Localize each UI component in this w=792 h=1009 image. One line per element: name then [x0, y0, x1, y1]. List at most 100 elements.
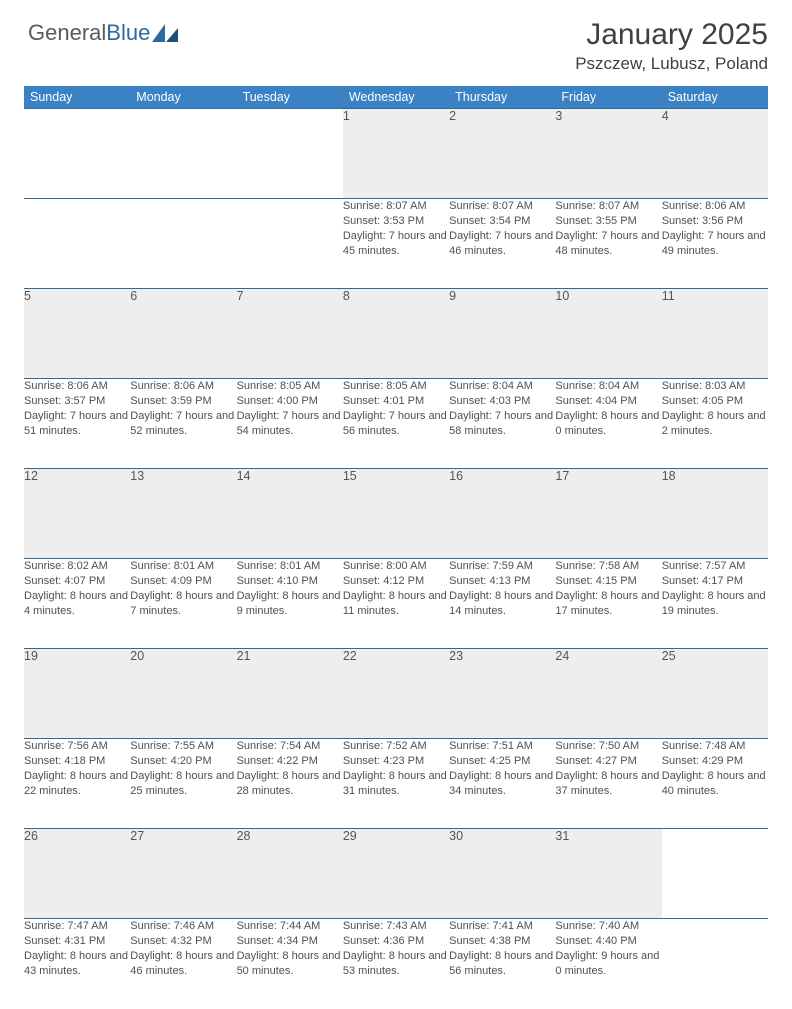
daylight-text: Daylight: 8 hours and 31 minutes. — [343, 769, 449, 799]
day-number-cell — [24, 109, 130, 199]
day-content-cell: Sunrise: 7:40 AMSunset: 4:40 PMDaylight:… — [555, 919, 661, 1009]
day-content-cell: Sunrise: 7:43 AMSunset: 4:36 PMDaylight:… — [343, 919, 449, 1009]
sunrise-text: Sunrise: 8:04 AM — [449, 379, 555, 394]
day-number-cell: 16 — [449, 469, 555, 559]
sunset-text: Sunset: 4:36 PM — [343, 934, 449, 949]
sunset-text: Sunset: 3:55 PM — [555, 214, 661, 229]
day-content-cell: Sunrise: 7:47 AMSunset: 4:31 PMDaylight:… — [24, 919, 130, 1009]
daylight-text: Daylight: 8 hours and 53 minutes. — [343, 949, 449, 979]
daylight-text: Daylight: 8 hours and 28 minutes. — [237, 769, 343, 799]
sunset-text: Sunset: 4:07 PM — [24, 574, 130, 589]
sunrise-text: Sunrise: 7:48 AM — [662, 739, 768, 754]
sunset-text: Sunset: 4:01 PM — [343, 394, 449, 409]
day-content-cell: Sunrise: 8:04 AMSunset: 4:04 PMDaylight:… — [555, 379, 661, 469]
daylight-text: Daylight: 8 hours and 14 minutes. — [449, 589, 555, 619]
day-number-cell: 2 — [449, 109, 555, 199]
sunrise-text: Sunrise: 7:56 AM — [24, 739, 130, 754]
sunrise-text: Sunrise: 8:02 AM — [24, 559, 130, 574]
day-number-cell: 10 — [555, 289, 661, 379]
week-daynum-row: 262728293031 — [24, 829, 768, 919]
sunrise-text: Sunrise: 8:04 AM — [555, 379, 661, 394]
sunrise-text: Sunrise: 8:07 AM — [449, 199, 555, 214]
week-daynum-row: 12131415161718 — [24, 469, 768, 559]
day-content-cell: Sunrise: 8:04 AMSunset: 4:03 PMDaylight:… — [449, 379, 555, 469]
daylight-text: Daylight: 7 hours and 58 minutes. — [449, 409, 555, 439]
brand-text-blue: Blue — [106, 20, 150, 46]
day-of-week-header-row: SundayMondayTuesdayWednesdayThursdayFrid… — [24, 86, 768, 109]
daylight-text: Daylight: 8 hours and 40 minutes. — [662, 769, 768, 799]
day-content-cell: Sunrise: 7:54 AMSunset: 4:22 PMDaylight:… — [237, 739, 343, 829]
day-number-cell: 13 — [130, 469, 236, 559]
day-of-week-header: Friday — [555, 86, 661, 109]
day-of-week-header: Tuesday — [237, 86, 343, 109]
sunrise-text: Sunrise: 8:00 AM — [343, 559, 449, 574]
sunset-text: Sunset: 4:27 PM — [555, 754, 661, 769]
day-number-cell: 28 — [237, 829, 343, 919]
calendar-body: 1234Sunrise: 8:07 AMSunset: 3:53 PMDayli… — [24, 109, 768, 1009]
sunset-text: Sunset: 3:54 PM — [449, 214, 555, 229]
day-content-cell: Sunrise: 7:55 AMSunset: 4:20 PMDaylight:… — [130, 739, 236, 829]
day-content-cell: Sunrise: 7:46 AMSunset: 4:32 PMDaylight:… — [130, 919, 236, 1009]
sunrise-text: Sunrise: 7:50 AM — [555, 739, 661, 754]
day-content-cell: Sunrise: 7:50 AMSunset: 4:27 PMDaylight:… — [555, 739, 661, 829]
week-content-row: Sunrise: 7:47 AMSunset: 4:31 PMDaylight:… — [24, 919, 768, 1009]
sunrise-text: Sunrise: 8:01 AM — [237, 559, 343, 574]
day-number-cell: 18 — [662, 469, 768, 559]
daylight-text: Daylight: 7 hours and 54 minutes. — [237, 409, 343, 439]
daylight-text: Daylight: 7 hours and 52 minutes. — [130, 409, 236, 439]
day-number-cell: 24 — [555, 649, 661, 739]
daylight-text: Daylight: 8 hours and 11 minutes. — [343, 589, 449, 619]
daylight-text: Daylight: 7 hours and 56 minutes. — [343, 409, 449, 439]
daylight-text: Daylight: 8 hours and 37 minutes. — [555, 769, 661, 799]
day-content-cell — [130, 199, 236, 289]
week-content-row: Sunrise: 8:06 AMSunset: 3:57 PMDaylight:… — [24, 379, 768, 469]
day-content-cell: Sunrise: 7:41 AMSunset: 4:38 PMDaylight:… — [449, 919, 555, 1009]
day-number-cell: 31 — [555, 829, 661, 919]
sunset-text: Sunset: 4:18 PM — [24, 754, 130, 769]
sunset-text: Sunset: 4:05 PM — [662, 394, 768, 409]
day-content-cell: Sunrise: 7:57 AMSunset: 4:17 PMDaylight:… — [662, 559, 768, 649]
day-number-cell — [237, 109, 343, 199]
sunset-text: Sunset: 4:13 PM — [449, 574, 555, 589]
day-number-cell: 5 — [24, 289, 130, 379]
sunset-text: Sunset: 4:00 PM — [237, 394, 343, 409]
sunrise-text: Sunrise: 7:51 AM — [449, 739, 555, 754]
day-number-cell: 3 — [555, 109, 661, 199]
daylight-text: Daylight: 8 hours and 19 minutes. — [662, 589, 768, 619]
day-content-cell: Sunrise: 7:51 AMSunset: 4:25 PMDaylight:… — [449, 739, 555, 829]
daylight-text: Daylight: 8 hours and 46 minutes. — [130, 949, 236, 979]
week-daynum-row: 19202122232425 — [24, 649, 768, 739]
day-of-week-header: Wednesday — [343, 86, 449, 109]
day-content-cell: Sunrise: 8:06 AMSunset: 3:59 PMDaylight:… — [130, 379, 236, 469]
day-number-cell: 9 — [449, 289, 555, 379]
day-content-cell: Sunrise: 7:59 AMSunset: 4:13 PMDaylight:… — [449, 559, 555, 649]
day-number-cell: 29 — [343, 829, 449, 919]
sunset-text: Sunset: 4:15 PM — [555, 574, 661, 589]
day-number-cell: 21 — [237, 649, 343, 739]
day-content-cell: Sunrise: 8:07 AMSunset: 3:53 PMDaylight:… — [343, 199, 449, 289]
sunset-text: Sunset: 4:38 PM — [449, 934, 555, 949]
day-number-cell: 12 — [24, 469, 130, 559]
day-number-cell: 11 — [662, 289, 768, 379]
sunrise-text: Sunrise: 7:57 AM — [662, 559, 768, 574]
week-content-row: Sunrise: 8:02 AMSunset: 4:07 PM Daylight:… — [24, 559, 768, 649]
day-content-cell: Sunrise: 7:44 AMSunset: 4:34 PMDaylight:… — [237, 919, 343, 1009]
day-content-cell: Sunrise: 8:02 AMSunset: 4:07 PMDaylight:… — [24, 559, 130, 649]
sunset-text: Sunset: 4:31 PM — [24, 934, 130, 949]
day-of-week-header: Sunday — [24, 86, 130, 109]
day-number-cell: 4 — [662, 109, 768, 199]
day-number-cell: 15 — [343, 469, 449, 559]
sunset-text: Sunset: 4:20 PM — [130, 754, 236, 769]
week-daynum-row: 1234 — [24, 109, 768, 199]
sunrise-text: Sunrise: 7:40 AM — [555, 919, 661, 934]
sunset-text: Sunset: 3:53 PM — [343, 214, 449, 229]
day-content-cell: Sunrise: 8:01 AMSunset: 4:10 PMDaylight:… — [237, 559, 343, 649]
sunset-text: Sunset: 4:29 PM — [662, 754, 768, 769]
day-number-cell: 19 — [24, 649, 130, 739]
daylight-text: Daylight: 8 hours and 34 minutes. — [449, 769, 555, 799]
day-content-cell: Sunrise: 8:01 AMSunset: 4:09 PMDaylight:… — [130, 559, 236, 649]
daylight-text: Daylight: 8 hours and 56 minutes. — [449, 949, 555, 979]
day-of-week-header: Thursday — [449, 86, 555, 109]
sunset-text: Sunset: 4:32 PM — [130, 934, 236, 949]
sunrise-text: Sunrise: 7:46 AM — [130, 919, 236, 934]
